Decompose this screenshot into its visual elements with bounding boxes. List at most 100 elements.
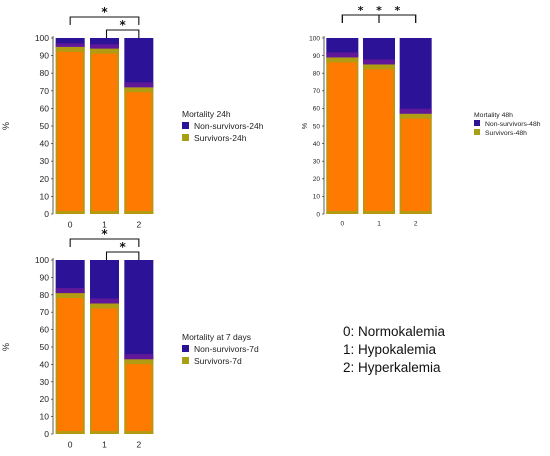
bar-right-edge [82,46,85,214]
legend: Mortality at 7 days Non-survivors-7d Survi… [182,332,259,366]
bar-left-edge [90,48,92,215]
significance-bracket: * [378,4,417,23]
bar-survivors [399,113,432,214]
bar-left-edge [124,87,127,214]
bracket-line [69,16,140,25]
bar-survivors [363,64,395,215]
bar-left-edge [55,293,58,434]
bar-survivors [90,48,119,215]
y-tick-label: 80 [313,70,321,77]
y-tick-label: 30 [313,158,321,165]
significance-star: * [394,4,400,17]
bar-transition-band [326,52,359,58]
bar-base-band [55,431,85,434]
bar-left-edge [124,359,127,434]
bar-transition-band [363,59,395,65]
bar-stack [55,38,85,214]
bar-stack [399,38,432,214]
bar-survivors-edge [363,64,395,70]
bar-base-band [326,211,359,214]
bar-left-edge [399,113,402,214]
bar-non-survivors [124,260,154,360]
bar-transition-band [55,288,85,294]
bar-right-edge [151,87,154,214]
y-tick-label: 0 [44,429,49,439]
significance-star: * [120,240,127,254]
y-tick-label: 10 [40,191,50,201]
bar-base-band [90,211,119,214]
key-line-2: 2: Hyperkalemia [343,360,441,375]
bar-survivors-edge [124,87,154,93]
y-tick-label: 50 [313,123,321,130]
legend: Mortality 24h Non-survivors-24h Survivors-… [182,109,264,143]
y-tick-label: 60 [40,325,50,335]
x-tick-label: 1 [377,221,381,228]
y-tick-label: 100 [35,33,49,43]
legend-title: Mortality at 7 days [182,332,251,342]
legend-item: Survivors-48h [485,130,527,137]
bar-base-band [90,431,119,434]
y-axis-label: % [1,122,11,130]
y-tick-label: 90 [313,53,321,60]
bar-base-band [55,211,85,214]
x-tick-label: 1 [102,220,107,230]
significance-star: * [101,5,108,19]
x-tick-label: 1 [102,440,107,450]
bar-stack [363,38,395,215]
legend-title: Mortality 24h [182,109,231,119]
bar-survivors-edge [90,303,119,309]
bar-stack [55,260,85,434]
y-tick-label: 90 [40,272,50,282]
key-line-1: 1: Hypokalemia [343,342,437,357]
bar-stack [90,260,119,434]
significance-star: * [358,4,364,17]
bar-survivors [55,293,85,434]
bar-transition-band [124,354,154,360]
key-line-0: 0: Normokalemia [343,324,446,339]
legend-item: Non-survivors-48h [485,121,541,128]
y-tick-label: 70 [40,86,50,96]
bar-survivors-edge [90,48,119,54]
y-axis-label: % [302,123,309,129]
y-tick-label: 40 [40,139,50,149]
y-tick-label: 40 [313,141,321,148]
y-tick-label: 70 [313,88,321,95]
bar-non-survivors [399,38,432,114]
legend-swatch [182,345,189,352]
legend-swatch [474,120,480,126]
significance-star: * [101,227,108,241]
bar-right-edge [393,64,395,215]
bar-right-edge [151,359,154,434]
x-tick-label: 0 [68,440,73,450]
y-tick-label: 100 [309,35,320,42]
bar-stack [90,38,119,215]
significance-star: * [120,18,127,32]
y-tick-label: 60 [313,106,321,113]
bar-transition-band [90,44,119,49]
y-tick-label: 40 [40,359,50,369]
bar-survivors-edge [399,113,432,119]
y-tick-label: 80 [40,290,50,300]
x-tick-label: 2 [136,440,141,450]
bar-survivors [124,359,154,434]
bar-survivors [326,57,359,214]
significance-bracket: * [105,240,140,260]
bracket-line [69,238,140,247]
y-tick-label: 100 [35,255,49,265]
y-tick-label: 50 [40,121,50,131]
legend-item: Survivors-7d [194,356,242,366]
bar-right-edge [117,48,119,215]
bar-stack [326,38,359,214]
bar-right-edge [356,57,359,214]
bar-non-survivors [90,260,119,304]
x-tick-label: 0 [68,220,73,230]
y-tick-label: 50 [40,342,50,352]
bar-transition-band [124,82,154,88]
y-tick-label: 60 [40,103,50,113]
significance-bracket: * [341,4,380,23]
bar-transition-band [90,298,119,304]
bar-stack [124,260,154,434]
y-tick-label: 20 [313,176,321,183]
y-tick-label: 10 [313,194,321,201]
y-tick-label: 30 [40,377,50,387]
